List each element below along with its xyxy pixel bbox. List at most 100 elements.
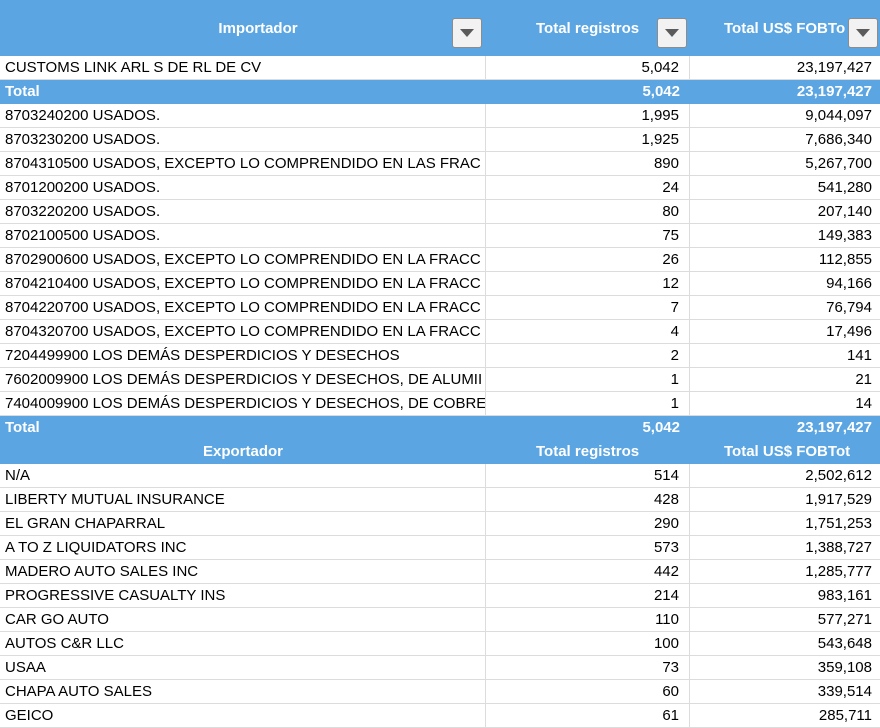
importer-fob[interactable]: 23,197,427 — [690, 56, 880, 80]
product-fob[interactable]: 94,166 — [690, 272, 880, 296]
product-row[interactable]: 7602009900 LOS DEMÁS DESPERDICIOS Y DESE… — [0, 368, 880, 392]
product-name[interactable]: 7204499900 LOS DEMÁS DESPERDICIOS Y DESE… — [0, 344, 486, 368]
product-registros[interactable]: 1,995 — [486, 104, 690, 128]
exporter-row[interactable]: GEICO 61 285,711 — [0, 704, 880, 728]
product-fob[interactable]: 5,267,700 — [690, 152, 880, 176]
exporter-fob[interactable]: 983,161 — [690, 584, 880, 608]
product-name[interactable]: 7404009900 LOS DEMÁS DESPERDICIOS Y DESE… — [0, 392, 486, 416]
product-row[interactable]: 8704320700 USADOS, EXCEPTO LO COMPRENDID… — [0, 320, 880, 344]
exporter-registros[interactable]: 100 — [486, 632, 690, 656]
product-name[interactable]: 8704210400 USADOS, EXCEPTO LO COMPRENDID… — [0, 272, 486, 296]
exporter-row[interactable]: USAA 73 359,108 — [0, 656, 880, 680]
product-row[interactable]: 8704310500 USADOS, EXCEPTO LO COMPRENDID… — [0, 152, 880, 176]
product-row[interactable]: 8703230200 USADOS. 1,925 7,686,340 — [0, 128, 880, 152]
exporter-row[interactable]: PROGRESSIVE CASUALTY INS 214 983,161 — [0, 584, 880, 608]
product-name[interactable]: 8703230200 USADOS. — [0, 128, 486, 152]
exporter-registros[interactable]: 73 — [486, 656, 690, 680]
product-row[interactable]: 8704220700 USADOS, EXCEPTO LO COMPRENDID… — [0, 296, 880, 320]
product-row[interactable]: 8702100500 USADOS. 75 149,383 — [0, 224, 880, 248]
product-row[interactable]: 8704210400 USADOS, EXCEPTO LO COMPRENDID… — [0, 272, 880, 296]
product-registros[interactable]: 1,925 — [486, 128, 690, 152]
exporter-registros[interactable]: 514 — [486, 464, 690, 488]
product-fob[interactable]: 141 — [690, 344, 880, 368]
product-fob[interactable]: 21 — [690, 368, 880, 392]
exporter-name[interactable]: N/A — [0, 464, 486, 488]
exporter-registros[interactable]: 573 — [486, 536, 690, 560]
exporter-row[interactable]: CHAPA AUTO SALES 60 339,514 — [0, 680, 880, 704]
product-registros[interactable]: 24 — [486, 176, 690, 200]
exporter-registros[interactable]: 61 — [486, 704, 690, 728]
product-registros[interactable]: 80 — [486, 200, 690, 224]
product-fob[interactable]: 112,855 — [690, 248, 880, 272]
product-registros[interactable]: 1 — [486, 368, 690, 392]
exporter-name[interactable]: PROGRESSIVE CASUALTY INS — [0, 584, 486, 608]
product-fob[interactable]: 76,794 — [690, 296, 880, 320]
product-name[interactable]: 7602009900 LOS DEMÁS DESPERDICIOS Y DESE… — [0, 368, 486, 392]
exporter-name[interactable]: USAA — [0, 656, 486, 680]
product-name[interactable]: 8703220200 USADOS. — [0, 200, 486, 224]
product-fob[interactable]: 9,044,097 — [690, 104, 880, 128]
product-row[interactable]: 8703240200 USADOS. 1,995 9,044,097 — [0, 104, 880, 128]
exporter-row[interactable]: AUTOS C&R LLC 100 543,648 — [0, 632, 880, 656]
exporter-fob[interactable]: 1,917,529 — [690, 488, 880, 512]
exporter-row[interactable]: CAR GO AUTO 110 577,271 — [0, 608, 880, 632]
exporter-registros[interactable]: 110 — [486, 608, 690, 632]
product-row[interactable]: 8701200200 USADOS. 24 541,280 — [0, 176, 880, 200]
fob-filter-button[interactable] — [848, 18, 878, 48]
exporter-name[interactable]: MADERO AUTO SALES INC — [0, 560, 486, 584]
exporter-row[interactable]: EL GRAN CHAPARRAL 290 1,751,253 — [0, 512, 880, 536]
exporter-registros[interactable]: 428 — [486, 488, 690, 512]
exporter-registros[interactable]: 290 — [486, 512, 690, 536]
product-name[interactable]: 8704320700 USADOS, EXCEPTO LO COMPRENDID… — [0, 320, 486, 344]
product-row[interactable]: 8702900600 USADOS, EXCEPTO LO COMPRENDID… — [0, 248, 880, 272]
registros-filter-button[interactable] — [657, 18, 687, 48]
exporter-name[interactable]: CAR GO AUTO — [0, 608, 486, 632]
importer-name[interactable]: CUSTOMS LINK ARL S DE RL DE CV — [0, 56, 486, 80]
exporter-fob[interactable]: 1,388,727 — [690, 536, 880, 560]
exporter-registros[interactable]: 60 — [486, 680, 690, 704]
exporter-fob[interactable]: 1,285,777 — [690, 560, 880, 584]
product-name[interactable]: 8702100500 USADOS. — [0, 224, 486, 248]
exporter-fob[interactable]: 1,751,253 — [690, 512, 880, 536]
exporter-name[interactable]: CHAPA AUTO SALES — [0, 680, 486, 704]
product-registros[interactable]: 890 — [486, 152, 690, 176]
product-registros[interactable]: 75 — [486, 224, 690, 248]
exporter-row[interactable]: N/A 514 2,502,612 — [0, 464, 880, 488]
product-registros[interactable]: 7 — [486, 296, 690, 320]
exporter-fob[interactable]: 2,502,612 — [690, 464, 880, 488]
product-row[interactable]: 7404009900 LOS DEMÁS DESPERDICIOS Y DESE… — [0, 392, 880, 416]
product-fob[interactable]: 207,140 — [690, 200, 880, 224]
exporter-fob[interactable]: 577,271 — [690, 608, 880, 632]
product-name[interactable]: 8701200200 USADOS. — [0, 176, 486, 200]
product-name[interactable]: 8702900600 USADOS, EXCEPTO LO COMPRENDID… — [0, 248, 486, 272]
exporter-name[interactable]: GEICO — [0, 704, 486, 728]
exporter-fob[interactable]: 359,108 — [690, 656, 880, 680]
product-name[interactable]: 8704220700 USADOS, EXCEPTO LO COMPRENDID… — [0, 296, 486, 320]
exporter-row[interactable]: MADERO AUTO SALES INC 442 1,285,777 — [0, 560, 880, 584]
product-row[interactable]: 7204499900 LOS DEMÁS DESPERDICIOS Y DESE… — [0, 344, 880, 368]
importador-filter-button[interactable] — [452, 18, 482, 48]
product-registros[interactable]: 2 — [486, 344, 690, 368]
product-registros[interactable]: 12 — [486, 272, 690, 296]
product-row[interactable]: 8703220200 USADOS. 80 207,140 — [0, 200, 880, 224]
product-registros[interactable]: 4 — [486, 320, 690, 344]
product-fob[interactable]: 17,496 — [690, 320, 880, 344]
exporter-row[interactable]: LIBERTY MUTUAL INSURANCE 428 1,917,529 — [0, 488, 880, 512]
exporter-fob[interactable]: 285,711 — [690, 704, 880, 728]
exporter-name[interactable]: A TO Z LIQUIDATORS INC — [0, 536, 486, 560]
product-registros[interactable]: 26 — [486, 248, 690, 272]
exporter-registros[interactable]: 442 — [486, 560, 690, 584]
product-registros[interactable]: 1 — [486, 392, 690, 416]
importer-registros[interactable]: 5,042 — [486, 56, 690, 80]
exporter-name[interactable]: EL GRAN CHAPARRAL — [0, 512, 486, 536]
product-name[interactable]: 8704310500 USADOS, EXCEPTO LO COMPRENDID… — [0, 152, 486, 176]
importer-row[interactable]: CUSTOMS LINK ARL S DE RL DE CV 5,042 23,… — [0, 56, 880, 80]
exporter-registros[interactable]: 214 — [486, 584, 690, 608]
product-fob[interactable]: 541,280 — [690, 176, 880, 200]
exporter-row[interactable]: A TO Z LIQUIDATORS INC 573 1,388,727 — [0, 536, 880, 560]
exporter-fob[interactable]: 339,514 — [690, 680, 880, 704]
product-name[interactable]: 8703240200 USADOS. — [0, 104, 486, 128]
exporter-name[interactable]: AUTOS C&R LLC — [0, 632, 486, 656]
product-fob[interactable]: 7,686,340 — [690, 128, 880, 152]
product-fob[interactable]: 14 — [690, 392, 880, 416]
